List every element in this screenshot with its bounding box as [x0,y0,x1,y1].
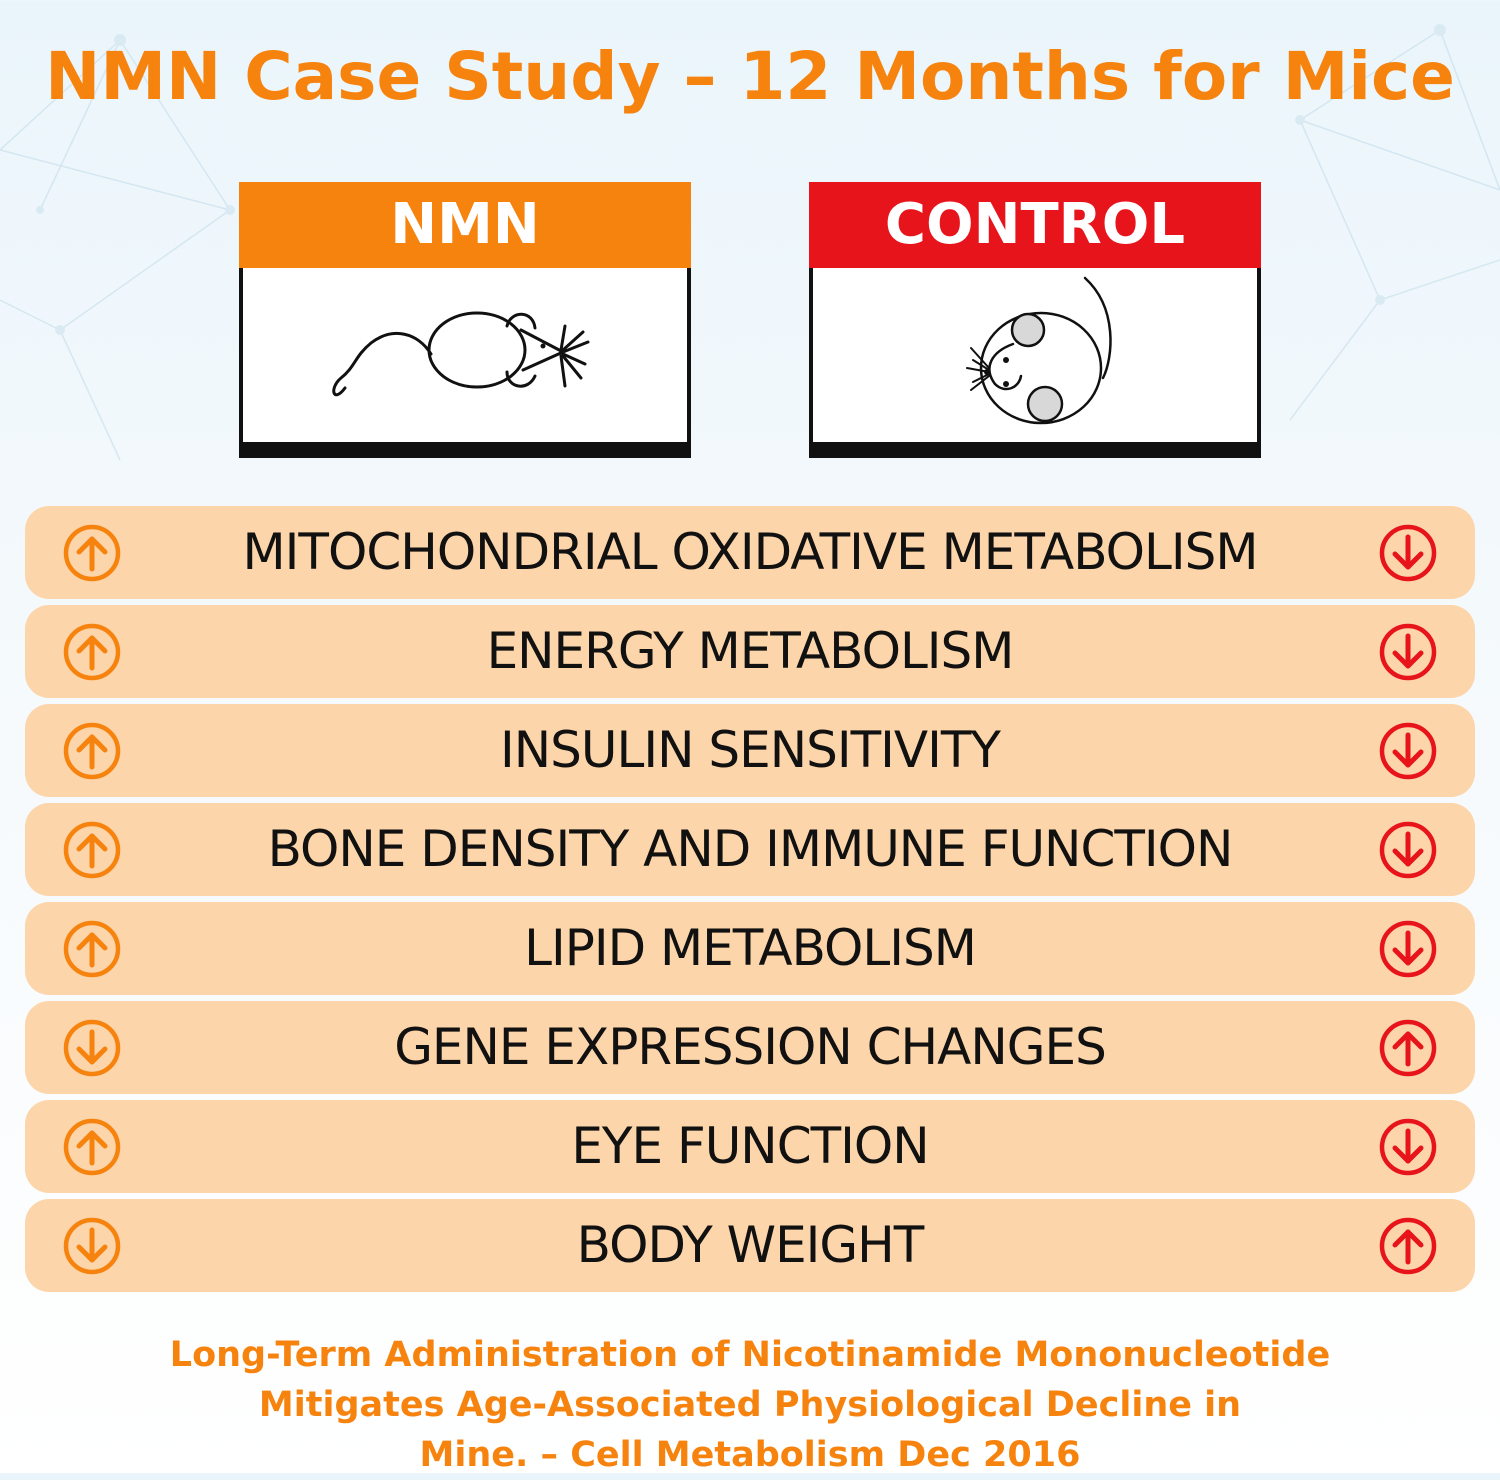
control-group-panel: CONTROL [809,182,1261,458]
comparison-label: INSULIN SENSITIVITY [500,721,1001,779]
comparison-label: MITOCHONDRIAL OXIDATIVE METABOLISM [242,523,1259,581]
comparison-label: EYE FUNCTION [571,1117,929,1175]
nmn-arrow-down-icon [62,1216,122,1276]
control-mouse-box [809,268,1261,458]
comparison-label: ENERGY METABOLISM [486,622,1015,680]
citation-line: Mine. – Cell Metabolism Dec 2016 [419,1435,1081,1475]
comparison-row: BODY WEIGHT [25,1199,1475,1292]
control-arrow-down-icon [1378,622,1438,682]
comparison-row: EYE FUNCTION [25,1100,1475,1193]
comparison-row: ENERGY METABOLISM [25,605,1475,698]
nmn-group-panel: NMN [239,182,691,458]
comparison-row: BONE DENSITY AND IMMUNE FUNCTION [25,803,1475,896]
control-arrow-up-icon [1378,1216,1438,1276]
comparison-row: LIPID METABOLISM [25,902,1475,995]
fat-mouse-icon [966,276,1112,425]
comparison-label: BONE DENSITY AND IMMUNE FUNCTION [267,820,1234,878]
nmn-arrow-up-icon [62,820,122,880]
comparison-label: BODY WEIGHT [576,1216,925,1274]
comparison-row: MITOCHONDRIAL OXIDATIVE METABOLISM [25,506,1475,599]
comparison-row: GENE EXPRESSION CHANGES [25,1001,1475,1094]
control-arrow-down-icon [1378,721,1438,781]
comparison-label: LIPID METABOLISM [524,919,977,977]
control-arrow-down-icon [1378,1117,1438,1177]
comparison-label: GENE EXPRESSION CHANGES [394,1018,1107,1076]
comparison-row: INSULIN SENSITIVITY [25,704,1475,797]
nmn-arrow-up-icon [62,1117,122,1177]
nmn-mouse-box [239,268,691,458]
citation: Long-Term Administration of Nicotinamide… [0,1330,1500,1480]
nmn-arrow-up-icon [62,622,122,682]
citation-line: Long-Term Administration of Nicotinamide… [169,1335,1331,1375]
thin-mouse-icon [332,311,590,397]
control-arrow-up-icon [1378,1018,1438,1078]
control-arrow-down-icon [1378,523,1438,583]
nmn-group-header: NMN [239,182,691,268]
page-title: NMN Case Study – 12 Months for Mice [45,38,1455,115]
control-group-header: CONTROL [809,182,1261,268]
nmn-arrow-up-icon [62,523,122,583]
citation-line: Mitigates Age-Associated Physiological D… [258,1385,1242,1425]
nmn-arrow-up-icon [62,721,122,781]
nmn-arrow-up-icon [62,919,122,979]
control-arrow-down-icon [1378,919,1438,979]
control-arrow-down-icon [1378,820,1438,880]
nmn-arrow-down-icon [62,1018,122,1078]
comparison-list: MITOCHONDRIAL OXIDATIVE METABOLISM ENERG… [25,506,1475,1298]
